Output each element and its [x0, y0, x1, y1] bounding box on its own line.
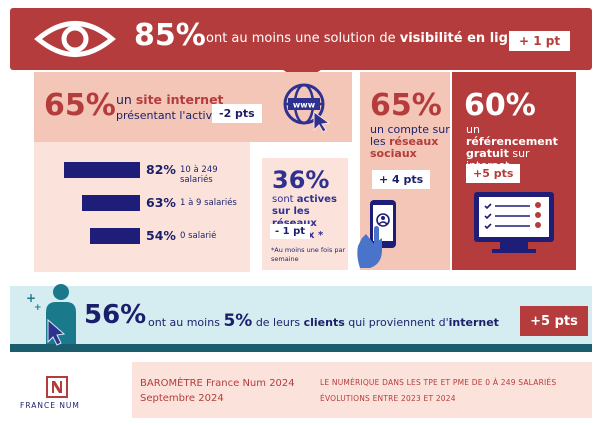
- social-active-panel: [262, 158, 348, 270]
- study-title: LE NUMÉRIQUE DANS LES TPE ET PME DE 0 À …: [320, 378, 557, 387]
- website-bar-percent: 63%: [146, 195, 176, 210]
- referencing-text: un référencement gratuit sur internet: [466, 124, 566, 172]
- clients-band: [10, 286, 592, 350]
- clients-percent: 56%: [84, 300, 147, 330]
- svg-text:+: +: [26, 291, 36, 305]
- account-text-highlight: réseaux sociaux: [370, 135, 439, 160]
- website-bar-percent: 82%: [146, 162, 176, 177]
- website-subtitle: présentant l'activité: [116, 109, 227, 122]
- website-bar: [82, 195, 140, 211]
- logo-text: FRANCE NUM: [20, 401, 80, 410]
- clients-statement: ont au moins 5% de leurs clients qui pro…: [148, 311, 499, 331]
- top-banner: [10, 8, 592, 70]
- website-text-highlight: site internet: [135, 92, 224, 107]
- top-percent: 85%: [134, 18, 206, 53]
- globe-cursor-icon: www: [283, 83, 331, 132]
- social-account-percent: 65%: [370, 88, 442, 123]
- barometer-date: Septembre 2024: [140, 393, 224, 404]
- social-account-text: un compte sur les réseaux sociaux: [370, 124, 450, 160]
- social-account-badge: + 4 pts: [372, 170, 431, 189]
- website-bar-label: 0 salarié: [180, 231, 217, 241]
- social-active-badge: - 1 pt: [270, 224, 311, 239]
- eye-icon: [34, 21, 116, 57]
- website-bar-percent: 54%: [146, 228, 176, 243]
- ref-text-pre: un: [466, 123, 480, 136]
- monitor-list-icon: [474, 192, 554, 253]
- clients-text-2: de leurs: [255, 316, 301, 329]
- person-cursor-icon: + +: [26, 284, 76, 346]
- social-text-pre: sont: [272, 194, 294, 205]
- referencing-percent: 60%: [464, 88, 536, 123]
- social-active-footnote: *Au moins une fois par semaine: [271, 246, 346, 263]
- website-evolution-badge: -2 pts: [212, 104, 262, 123]
- barometer-title: BAROMÈTRE France Num 2024: [140, 378, 295, 389]
- clients-text-1: ont au moins: [148, 316, 220, 329]
- top-evolution-badge: + 1 pt: [509, 31, 571, 51]
- account-text-pre: un compte sur les: [370, 123, 450, 148]
- clients-text-big: 5%: [223, 311, 253, 331]
- website-bars-panel: 82% 10 à 249 salariés 63% 1 à 9 salariés 54%…: [34, 142, 250, 272]
- study-subtitle: ÉVOLUTIONS ENTRE 2023 ET 2024: [320, 394, 456, 403]
- clients-band-strip: [10, 344, 592, 352]
- website-bar: [90, 228, 140, 244]
- social-active-percent: 36%: [272, 166, 330, 194]
- clients-evolution-badge: +5 pts: [520, 306, 588, 336]
- website-bar: [64, 162, 140, 178]
- france-num-logo-icon: [46, 376, 68, 398]
- website-bar-chart: 82% 10 à 249 salariés 63% 1 à 9 salariés 54%…: [64, 162, 244, 262]
- website-bar-label: 1 à 9 salariés: [180, 198, 237, 208]
- top-statement: ont au moins une solution de visibilité …: [206, 31, 526, 46]
- website-text-pre: un: [116, 92, 132, 107]
- website-percent: 65%: [44, 88, 116, 123]
- top-text-pre: ont au moins une solution de: [206, 31, 396, 46]
- ref-text-bold: référencement gratuit: [466, 135, 558, 160]
- smartphone-hand-icon: [357, 200, 396, 268]
- svg-text:+: +: [34, 303, 42, 313]
- clients-text-bold2: internet: [448, 316, 499, 329]
- svg-text:www: www: [293, 101, 316, 110]
- website-bar-label: 10 à 249 salariés: [180, 165, 218, 185]
- website-title: un site internet: [116, 92, 224, 107]
- clients-text-bold1: clients: [303, 316, 345, 329]
- top-text-bold: visibilité en ligne: [399, 31, 526, 46]
- referencing-badge: +5 pts: [466, 164, 521, 183]
- footer-info-panel: [132, 362, 592, 418]
- clients-text-3: qui proviennent d': [348, 316, 449, 329]
